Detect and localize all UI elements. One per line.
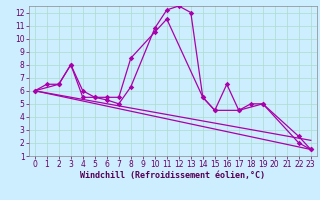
X-axis label: Windchill (Refroidissement éolien,°C): Windchill (Refroidissement éolien,°C) [80, 171, 265, 180]
